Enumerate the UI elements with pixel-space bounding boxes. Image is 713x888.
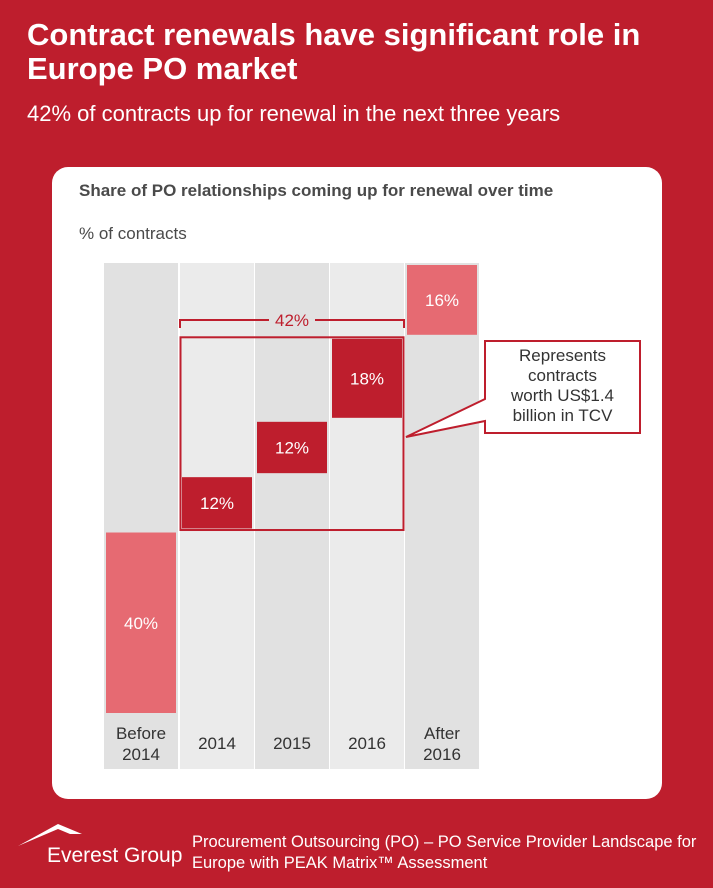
bracket-label: 42% [275, 311, 309, 330]
page-subtitle: 42% of contracts up for renewal in the n… [27, 101, 561, 126]
tick-label-before-2014-line-1: Before [116, 724, 166, 743]
bar-label-before-2014: 40% [124, 614, 158, 633]
column-bg-after-2016 [405, 263, 479, 769]
bar-label-2014: 12% [200, 494, 234, 513]
bar-after-2016 [407, 265, 477, 335]
bar-label-after-2016: 16% [425, 291, 459, 310]
chart-title: Share of PO relationships coming up for … [79, 181, 554, 200]
tick-label-2015: 2015 [273, 734, 311, 753]
tick-label-2014: 2014 [198, 734, 236, 753]
bar-before-2014 [106, 532, 176, 713]
highlight-outline-box [179, 336, 405, 532]
callout-box [405, 340, 641, 438]
column-bg-2015 [255, 263, 329, 769]
callout-text-line-2: contracts [528, 366, 597, 385]
bar-2015 [257, 421, 327, 474]
bar-2014 [182, 477, 252, 529]
bar-2016 [332, 338, 402, 418]
brand-name: Everest Group [47, 844, 183, 867]
page-title: Contract renewals have significant role … [27, 17, 641, 86]
callout-text-line-1: Represents [519, 346, 606, 365]
everest-mountain-logo-icon [18, 824, 82, 846]
bracket-left-line [179, 319, 269, 328]
callout-text-line-4: billion in TCV [513, 406, 614, 425]
tick-label-after-2016-line-2: 2016 [423, 745, 461, 764]
bar-label-2016: 18% [350, 369, 384, 388]
tick-label-after-2016-line-1: After [424, 724, 460, 743]
footer-description: Procurement Outsourcing (PO) – PO Servic… [192, 833, 697, 872]
bracket-right-line [315, 319, 405, 328]
bar-label-2015: 12% [275, 438, 309, 457]
chart-unit-label: % of contracts [79, 224, 187, 243]
tick-label-2016: 2016 [348, 734, 386, 753]
tick-label-before-2014-line-2: 2014 [122, 745, 160, 764]
callout-text-line-3: worth US$1.4 [510, 386, 614, 405]
